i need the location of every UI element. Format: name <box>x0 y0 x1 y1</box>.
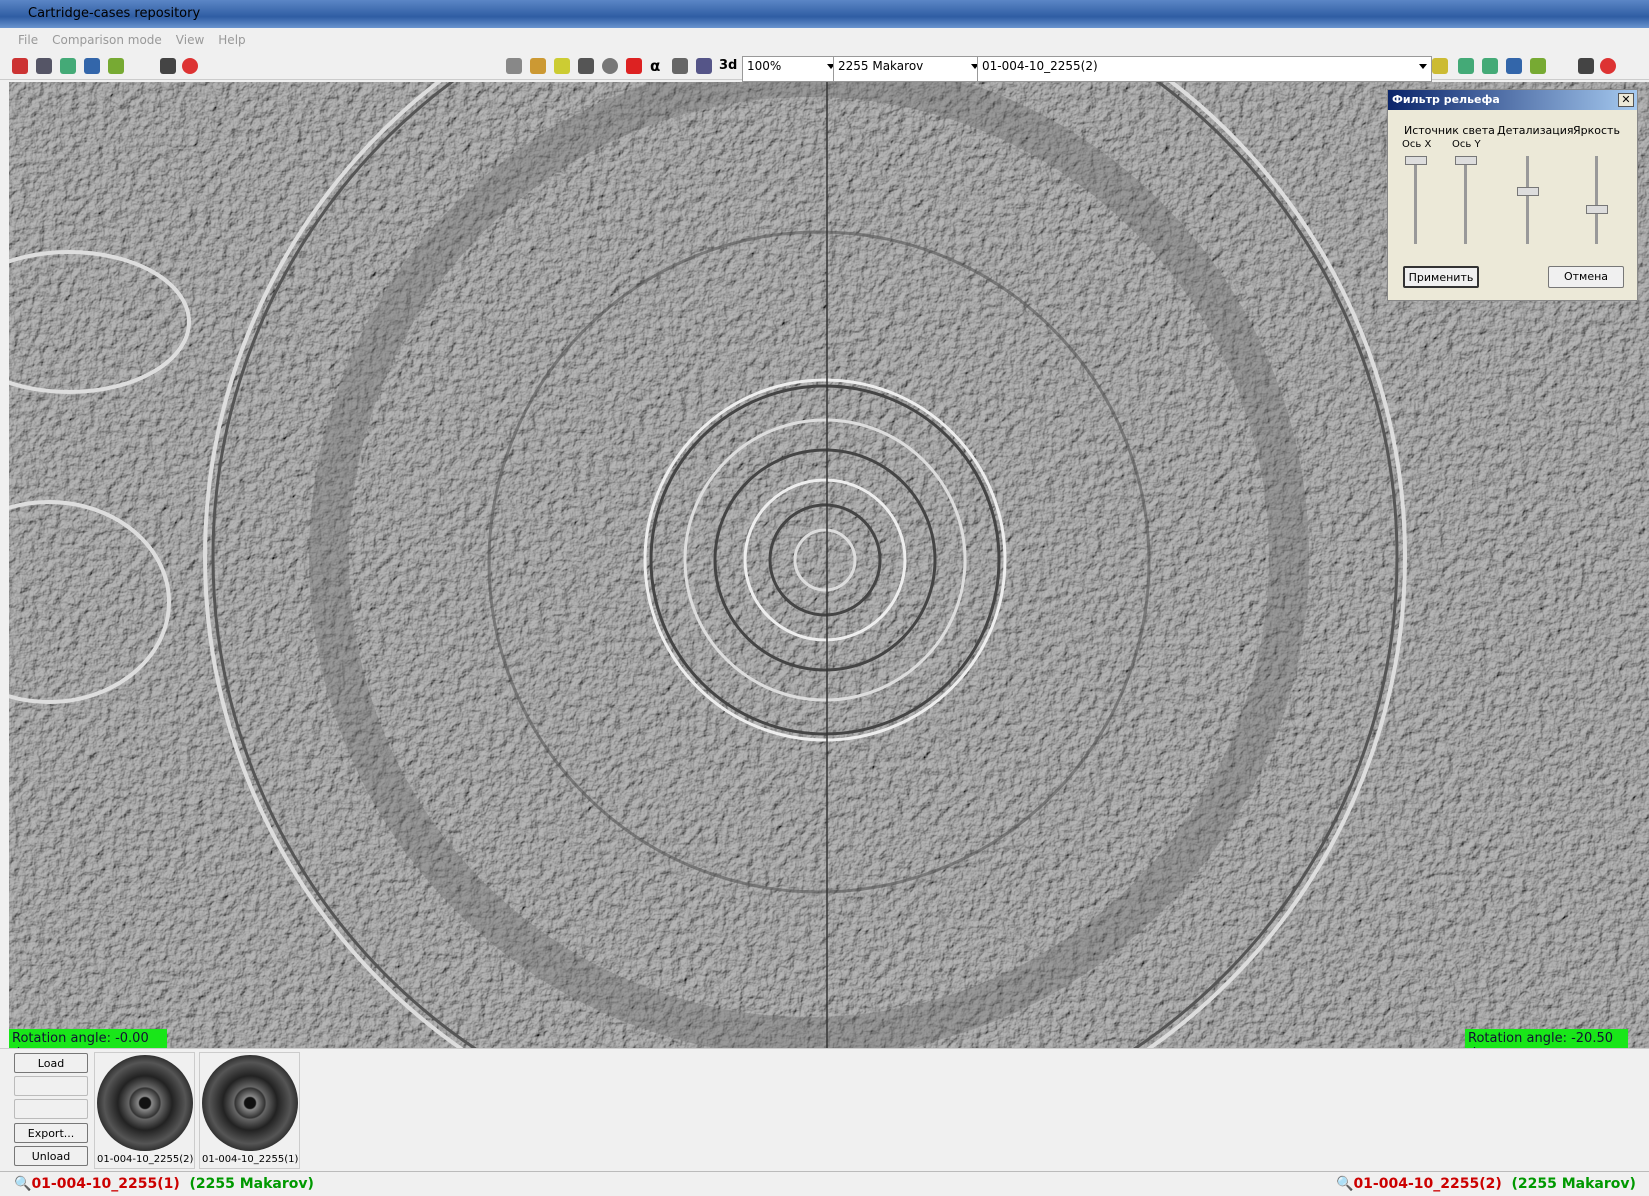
tool-icon[interactable] <box>1482 58 1498 74</box>
tool-icon[interactable] <box>578 58 594 74</box>
tool-icon[interactable] <box>60 58 76 74</box>
3d-tool[interactable]: 3d <box>719 58 738 73</box>
menu-item[interactable]: Comparison mode <box>52 33 162 47</box>
status-bar: 🔍01-004-10_2255(1) (2255 Makarov) 🔍01-00… <box>0 1171 1649 1196</box>
window-title: Cartridge-cases repository <box>28 6 201 21</box>
menu-item[interactable]: File <box>18 33 39 47</box>
tool-icon[interactable] <box>506 58 522 74</box>
menu-item[interactable]: Help <box>218 33 246 47</box>
load-button[interactable]: Load <box>14 1053 88 1073</box>
tool-icon[interactable] <box>36 58 52 74</box>
alpha-tool[interactable]: α <box>650 57 661 75</box>
tool-icon[interactable] <box>696 58 712 74</box>
export-button[interactable]: Export... <box>14 1123 88 1143</box>
dialog-title: Фильтр рельефа <box>1388 90 1637 110</box>
tool-icon[interactable] <box>1530 58 1546 74</box>
relief-filter-dialog: Фильтр рельефа ✕ Источник света Ось X Ос… <box>1387 89 1638 301</box>
label: Яркость <box>1573 124 1620 137</box>
tool-icon[interactable] <box>1432 58 1448 74</box>
tool-icon[interactable] <box>602 58 618 74</box>
zoom-dropdown[interactable]: 100% <box>742 56 840 82</box>
tool-icon[interactable] <box>554 58 570 74</box>
tool-icon[interactable] <box>1506 58 1522 74</box>
tool-icon[interactable] <box>12 58 28 74</box>
cartridge-rings <box>9 82 1407 1048</box>
sample-id: 01-004-10_2255(1) <box>31 1176 180 1192</box>
label: Ось Y <box>1452 139 1481 150</box>
tool-icon[interactable] <box>1600 58 1616 74</box>
status-left: 🔍01-004-10_2255(1) (2255 Makarov) <box>14 1176 314 1192</box>
apply-button[interactable]: Применить <box>1403 266 1479 288</box>
cancel-button[interactable]: Отмена <box>1548 266 1624 288</box>
slider-track <box>1414 156 1417 244</box>
slider-thumb[interactable] <box>1517 187 1539 196</box>
label: Источник света <box>1404 124 1495 137</box>
rotation-label: Rotation angle: -0.00 dgr. <box>9 1029 167 1061</box>
slider-track <box>1526 156 1529 244</box>
empty-button <box>14 1099 88 1119</box>
label: Ось X <box>1402 139 1432 150</box>
status-right: 🔍01-004-10_2255(2) (2255 Makarov) <box>1336 1176 1636 1192</box>
thumbnail[interactable]: 01-004-10_2255(2) <box>94 1052 195 1169</box>
thumbnail-label: 01-004-10_2255(1) <box>202 1154 299 1165</box>
sample-id: 01-004-10_2255(2) <box>1353 1176 1502 1192</box>
tool-icon[interactable] <box>626 58 642 74</box>
tool-icon[interactable] <box>182 58 198 74</box>
sample-model: (2255 Makarov) <box>189 1176 314 1192</box>
slider-track <box>1464 156 1467 244</box>
thumbnail[interactable]: 01-004-10_2255(1) <box>199 1052 300 1169</box>
tool-icon[interactable] <box>672 58 688 74</box>
slider-thumb[interactable] <box>1455 156 1477 165</box>
model-dropdown[interactable]: 2255 Makarov <box>833 56 984 82</box>
toolbar: α 3d 100% 2255 Makarov 01-004-10_2255(2) <box>0 52 1649 82</box>
relief-image <box>9 82 1649 1048</box>
label: Детализация <box>1497 124 1574 137</box>
slider-thumb[interactable] <box>1586 205 1608 214</box>
rotation-label: Rotation angle: -20.50 dgr. <box>1465 1029 1628 1061</box>
sample-model: (2255 Makarov) <box>1511 1176 1636 1192</box>
tool-icon[interactable] <box>1578 58 1594 74</box>
unload-button[interactable]: Unload <box>14 1146 88 1166</box>
menu-bar: File Comparison mode View Help <box>0 28 1649 52</box>
close-button[interactable]: ✕ <box>1618 93 1634 107</box>
sample-dropdown[interactable]: 01-004-10_2255(2) <box>977 56 1432 82</box>
bottom-panel: Load Export... Unload 01-004-10_2255(2) … <box>0 1048 1649 1171</box>
thumbnail-label: 01-004-10_2255(2) <box>97 1154 194 1165</box>
slider-thumb[interactable] <box>1405 156 1427 165</box>
tool-icon[interactable] <box>160 58 176 74</box>
tool-icon[interactable] <box>530 58 546 74</box>
empty-button <box>14 1076 88 1096</box>
title-bar: Cartridge-cases repository <box>0 0 1649 28</box>
image-texture <box>9 82 1649 1048</box>
slider-track <box>1595 156 1598 244</box>
tool-icon[interactable] <box>84 58 100 74</box>
tool-icon[interactable] <box>1458 58 1474 74</box>
menu-item[interactable]: View <box>175 33 205 47</box>
tool-icon[interactable] <box>108 58 124 74</box>
